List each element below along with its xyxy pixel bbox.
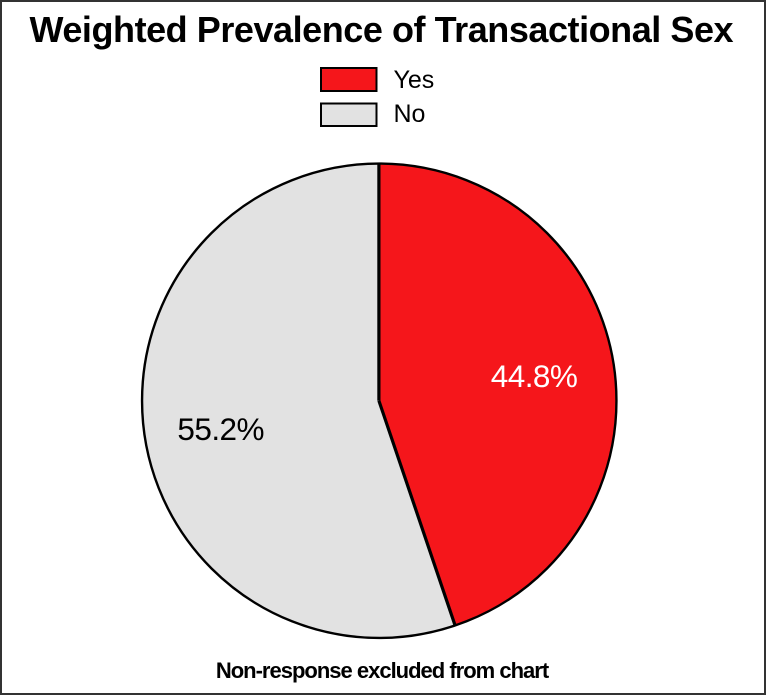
svg-text:Non-response excluded from cha: Non-response excluded from chart <box>216 658 550 683</box>
svg-text:Weighted Prevalence of Transac: Weighted Prevalence of Transactional Sex <box>29 9 733 50</box>
svg-text:44.8%: 44.8% <box>491 358 578 394</box>
svg-text:55.2%: 55.2% <box>177 411 264 447</box>
svg-text:Yes: Yes <box>394 66 435 94</box>
svg-text:No: No <box>394 100 426 128</box>
